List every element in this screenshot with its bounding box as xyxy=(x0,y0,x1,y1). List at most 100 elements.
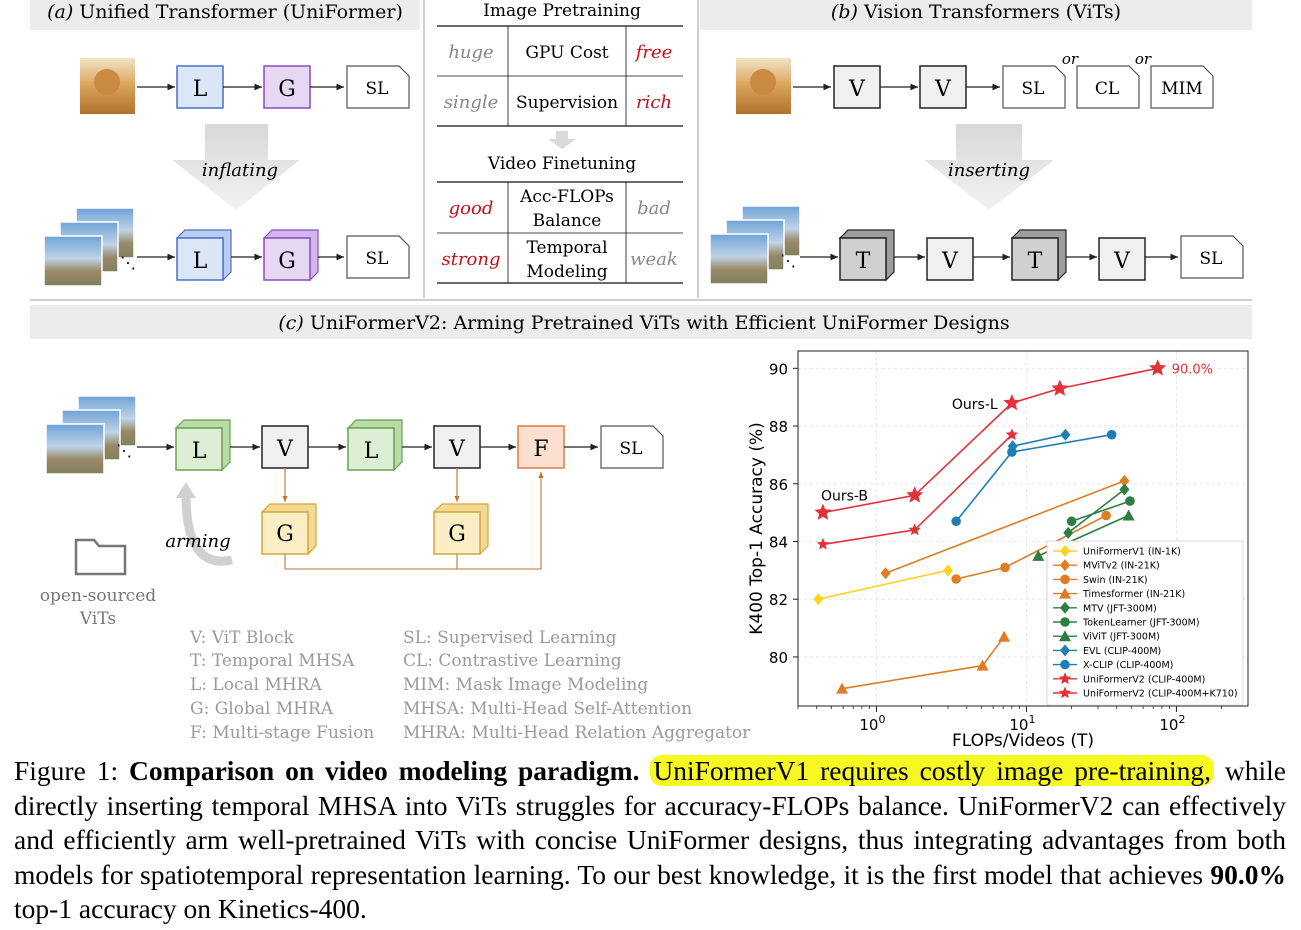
legend-label: MTV (JFT-300M) xyxy=(1083,603,1157,614)
inflating-label: inflating xyxy=(202,160,278,181)
legend-cl: CL: Contrastive Learning xyxy=(403,651,622,671)
accuracy-flops-chart: 80 82 84 86 88 90 100 101 102 FLOPs/Videos (T) K40… xyxy=(747,350,1249,750)
head-doc-sl xyxy=(1180,235,1244,279)
data-point xyxy=(1063,526,1074,539)
head-doc-sl xyxy=(346,65,410,109)
legend-label: UniFormerV2 (CLIP-400M+K710) xyxy=(1083,689,1238,700)
panel-c-title: (c) UniFormerV2: Arming Pretrained ViTs … xyxy=(278,312,1009,334)
head-sl-label: SL xyxy=(366,249,389,269)
x-tick-label: 101 xyxy=(1009,713,1035,734)
video-frame-1 xyxy=(709,233,769,285)
legend-swatch-marker xyxy=(1059,630,1071,642)
x-tick-label: 100 xyxy=(859,713,885,734)
ellipsis-icon: ⋱ xyxy=(116,441,132,460)
y-tick-label: 84 xyxy=(769,533,788,551)
data-point xyxy=(951,516,961,527)
legend-label: ViViT (JFT-300M) xyxy=(1083,632,1160,643)
block-global-label: G xyxy=(276,522,294,547)
legend-swatch-marker xyxy=(1060,559,1070,572)
block-vit xyxy=(926,237,974,281)
block-local-label: L xyxy=(192,439,207,464)
data-point xyxy=(1032,549,1045,561)
legend-swatch-marker xyxy=(1059,587,1071,599)
panel-b-header-bg xyxy=(700,0,1252,30)
panel-middle: Image Pretraining huge GPU Cost free sin… xyxy=(437,1,683,284)
folder-label-2: ViTs xyxy=(79,609,116,629)
folder-icon xyxy=(74,538,127,576)
arming-arrow xyxy=(181,494,233,566)
ellipsis-icon: ⋱ xyxy=(780,251,796,270)
y-tick-label: 82 xyxy=(769,591,788,609)
data-point xyxy=(976,659,989,671)
legend-label: MViTv2 (IN-21K) xyxy=(1083,561,1160,572)
data-point xyxy=(1119,483,1130,496)
block-vit-label: V xyxy=(1113,249,1131,274)
ellipsis-icon: ⋱ xyxy=(120,253,136,272)
caption-sentence-3-before: To our best knowledge, it is the first m… xyxy=(577,858,1204,890)
caption-sentence-3-after: top-1 accuracy on Kinetics-400. xyxy=(14,893,367,924)
head-sl-label: SL xyxy=(1200,249,1223,269)
cell-modeling: Modeling xyxy=(526,262,607,282)
y-tick-label: 90 xyxy=(769,360,788,378)
block-temporal xyxy=(839,237,887,281)
caption-sentence-1-rest: while directly inserting temporal MHSA i… xyxy=(14,755,1287,821)
legend-label: Swin (IN-21K) xyxy=(1083,575,1148,586)
block-vit-label: V xyxy=(276,437,294,462)
legend-label: UniFormerV2 (CLIP-400M) xyxy=(1083,674,1205,685)
panel-c-header-bg xyxy=(30,305,1252,339)
data-point xyxy=(1051,379,1069,396)
y-tick-label: 88 xyxy=(769,418,788,436)
series-line xyxy=(841,636,1005,690)
panel-b: V V SL or CL or MIM inserting ⋱ T V T V xyxy=(709,50,1244,285)
legend-sl: SL: Supervised Learning xyxy=(403,628,617,648)
legend-g: G: Global MHRA xyxy=(190,699,334,719)
data-point xyxy=(1066,516,1077,527)
video-frame-1 xyxy=(45,423,105,475)
figure-caption: Figure 1: Comparison on video modeling p… xyxy=(14,754,1286,927)
small-down-arrow xyxy=(548,131,576,149)
cell-single: single xyxy=(444,92,499,113)
figure-canvas: (a) Unified Transformer (UniFormer) (b) … xyxy=(30,0,1252,750)
arming-arrowhead xyxy=(176,482,196,498)
annotation-ours-l: Ours-L xyxy=(952,397,998,413)
series-line xyxy=(1067,488,1125,534)
block-temporal-label: T xyxy=(856,249,871,274)
data-point xyxy=(814,503,832,520)
data-point xyxy=(951,574,961,584)
block-local-label: L xyxy=(193,77,208,102)
annotation-ours-b: Ours-B xyxy=(821,489,868,505)
block-global-3d xyxy=(263,237,311,281)
or-label: or xyxy=(1135,50,1152,68)
legend-swatch-marker xyxy=(1060,601,1070,614)
block-global-label: G xyxy=(278,77,296,102)
data-point xyxy=(1000,562,1010,573)
caption-title: Comparison on video modeling paradigm. xyxy=(129,755,640,786)
finetune-title: Video Finetuning xyxy=(487,154,636,174)
data-point xyxy=(1101,510,1111,521)
dog-face xyxy=(750,69,776,95)
series-line xyxy=(818,569,949,600)
legend-t: T: Temporal MHSA xyxy=(190,651,355,671)
plot-frame xyxy=(797,350,1249,707)
panel-b-title: (b) Vision Transformers (ViTs) xyxy=(831,1,1121,23)
data-point xyxy=(836,682,849,694)
caption-highlight: UniFormerV1 requires costly image pre-tr… xyxy=(650,755,1214,786)
block-local-green xyxy=(175,427,223,471)
data-point xyxy=(906,486,924,503)
data-point xyxy=(1125,496,1135,506)
block-local-green xyxy=(347,427,395,471)
cell-weak: weak xyxy=(630,249,678,270)
panel-a-header-bg xyxy=(30,0,420,30)
or-label: or xyxy=(1062,50,1079,68)
block-local-3d xyxy=(176,237,224,281)
data-point xyxy=(1122,509,1135,521)
data-point xyxy=(1149,359,1167,376)
block-vit-label: V xyxy=(941,249,959,274)
block-fusion-label: F xyxy=(533,437,548,462)
cell-strong: strong xyxy=(441,249,500,270)
annotation-90: 90.0% xyxy=(1172,362,1213,377)
block-global-yellow xyxy=(261,511,309,555)
x-axis-label: FLOPs/Videos (T) xyxy=(952,731,1094,750)
data-point xyxy=(1003,394,1021,411)
head-doc-sl xyxy=(1002,65,1066,109)
